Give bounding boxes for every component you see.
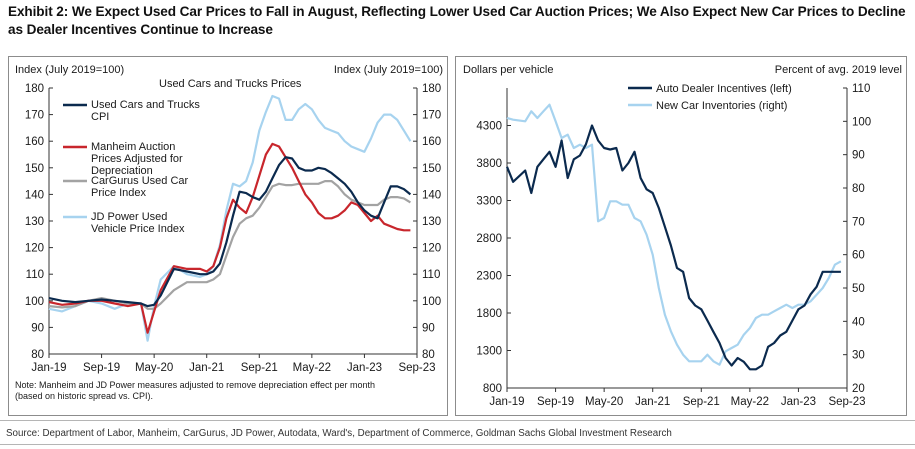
y-tick-label-left: 800 xyxy=(483,383,502,395)
legend-label: New Car Inventories (right) xyxy=(656,100,787,112)
series-line-auto-dealer-incentives-left- xyxy=(505,124,841,371)
x-tick-label: May-22 xyxy=(731,396,769,408)
y-tick-label-right: 90 xyxy=(422,322,435,334)
y-tick-label-right: 90 xyxy=(852,150,865,162)
legend-label: CPI xyxy=(91,111,109,123)
left-chart-frame: 80 90 100 110 120 130 140 150 160 170 180 80 90 100 11… xyxy=(8,56,448,416)
series-line-manheim-auction-prices-adjusted-for-depreciation xyxy=(48,142,411,334)
y-tick-label-left: 110 xyxy=(26,269,44,281)
x-tick-label: Sep-23 xyxy=(828,396,865,408)
y-tick-label-left: 90 xyxy=(31,322,44,334)
y-tick-label-right: 130 xyxy=(422,216,441,228)
y-tick-label-left: 100 xyxy=(25,296,44,308)
y-axis-label-right: Percent of avg. 2019 level xyxy=(775,64,902,76)
divider-bottom xyxy=(0,444,915,445)
x-tick-label: May-20 xyxy=(585,396,623,408)
y-tick-label-left: 1300 xyxy=(476,346,502,358)
y-tick-label-left: 180 xyxy=(25,83,44,95)
y-tick-label-left: 2300 xyxy=(476,271,502,283)
x-tick-label: Sep-23 xyxy=(398,362,435,374)
x-tick-label: Jan-19 xyxy=(489,396,524,408)
y-tick-label-left: 170 xyxy=(25,110,44,122)
y-tick-label-right: 70 xyxy=(852,216,865,228)
y-tick-label-left: 1800 xyxy=(476,308,502,320)
y-axis-label-left: Index (July 2019=100) xyxy=(15,64,124,76)
x-tick-label: May-20 xyxy=(135,362,173,374)
x-tick-label: May-22 xyxy=(293,362,331,374)
legend-label: Vehicle Price Index xyxy=(91,223,185,235)
series-line-new-car-inventories-right- xyxy=(506,103,842,366)
y-tick-label-left: 3800 xyxy=(476,158,502,170)
y-tick-label-right: 40 xyxy=(852,316,865,328)
source-note: Source: Department of Labor, Manheim, Ca… xyxy=(6,428,672,439)
chart-note: Note: Manheim and JD Power measures adju… xyxy=(15,380,375,390)
x-tick-label: Jan-23 xyxy=(781,396,816,408)
y-tick-label-left: 130 xyxy=(25,216,44,228)
legend-label: Depreciation xyxy=(91,165,153,177)
y-tick-label-right: 20 xyxy=(852,383,865,395)
x-tick-label: Jan-23 xyxy=(347,362,382,374)
x-tick-label: Jan-21 xyxy=(189,362,224,374)
x-tick-label: Sep-21 xyxy=(683,396,720,408)
y-tick-label-left: 120 xyxy=(25,243,44,255)
y-tick-label-left: 2800 xyxy=(476,233,502,245)
legend-label: Used Cars and Trucks xyxy=(91,99,200,111)
used-car-prices-chart: 80 90 100 110 120 130 140 150 160 170 180 80 90 100 11… xyxy=(15,64,443,401)
y-tick-label-left: 4300 xyxy=(476,121,502,133)
y-tick-label-right: 30 xyxy=(852,350,865,362)
chart-title: Used Cars and Trucks Prices xyxy=(159,78,302,90)
legend-label: Manheim Auction xyxy=(91,141,175,153)
y-tick-label-right: 60 xyxy=(852,250,865,262)
y-tick-label-left: 160 xyxy=(25,136,44,148)
series-line-used-cars-and-trucks-cpi xyxy=(48,156,412,308)
y-axis-label-right: Index (July 2019=100) xyxy=(334,64,443,76)
legend-label: Prices Adjusted for xyxy=(91,153,183,165)
legend-label: Price Index xyxy=(91,187,147,199)
y-axis-label-left: Dollars per vehicle xyxy=(463,64,553,76)
right-chart-frame: 800 1300 1800 2300 2800 3300 3800 4300 20 30 40 50 6… xyxy=(455,56,907,416)
legend-label: CarGurus Used Car xyxy=(91,175,189,187)
y-tick-label-right: 180 xyxy=(422,83,441,95)
dealer-incentives-chart: 800 1300 1800 2300 2800 3300 3800 4300 20 30 40 50 6… xyxy=(463,64,902,408)
y-tick-label-right: 160 xyxy=(422,136,441,148)
y-tick-label-right: 110 xyxy=(852,83,870,95)
y-tick-label-right: 50 xyxy=(852,283,865,295)
legend-label: JD Power Used xyxy=(91,211,167,223)
y-tick-label-right: 170 xyxy=(422,110,441,122)
y-tick-label-right: 150 xyxy=(422,163,441,175)
x-tick-label: Jan-21 xyxy=(635,396,670,408)
y-tick-label-right: 100 xyxy=(852,116,871,128)
y-tick-label-left: 140 xyxy=(25,189,44,201)
y-tick-label-right: 80 xyxy=(422,349,435,361)
y-tick-label-right: 80 xyxy=(852,183,865,195)
legend-label: Auto Dealer Incentives (left) xyxy=(656,83,792,95)
x-tick-label: Sep-21 xyxy=(241,362,278,374)
x-tick-label: Jan-19 xyxy=(31,362,66,374)
y-tick-label-right: 120 xyxy=(422,243,441,255)
chart-note: (based on historic spread vs. CPI). xyxy=(15,391,153,401)
exhibit-title: Exhibit 2: We Expect Used Car Prices to … xyxy=(8,4,906,37)
x-tick-label: Sep-19 xyxy=(537,396,574,408)
x-tick-label: Sep-19 xyxy=(83,362,120,374)
series-line-cargurus-used-car-price-index xyxy=(48,179,411,310)
y-tick-label-left: 3300 xyxy=(476,196,502,208)
divider-top xyxy=(0,420,915,421)
y-tick-label-left: 150 xyxy=(25,163,44,175)
y-tick-label-right: 140 xyxy=(422,189,441,201)
y-tick-label-left: 80 xyxy=(31,349,44,361)
y-tick-label-right: 110 xyxy=(422,269,440,281)
y-tick-label-right: 100 xyxy=(422,296,441,308)
